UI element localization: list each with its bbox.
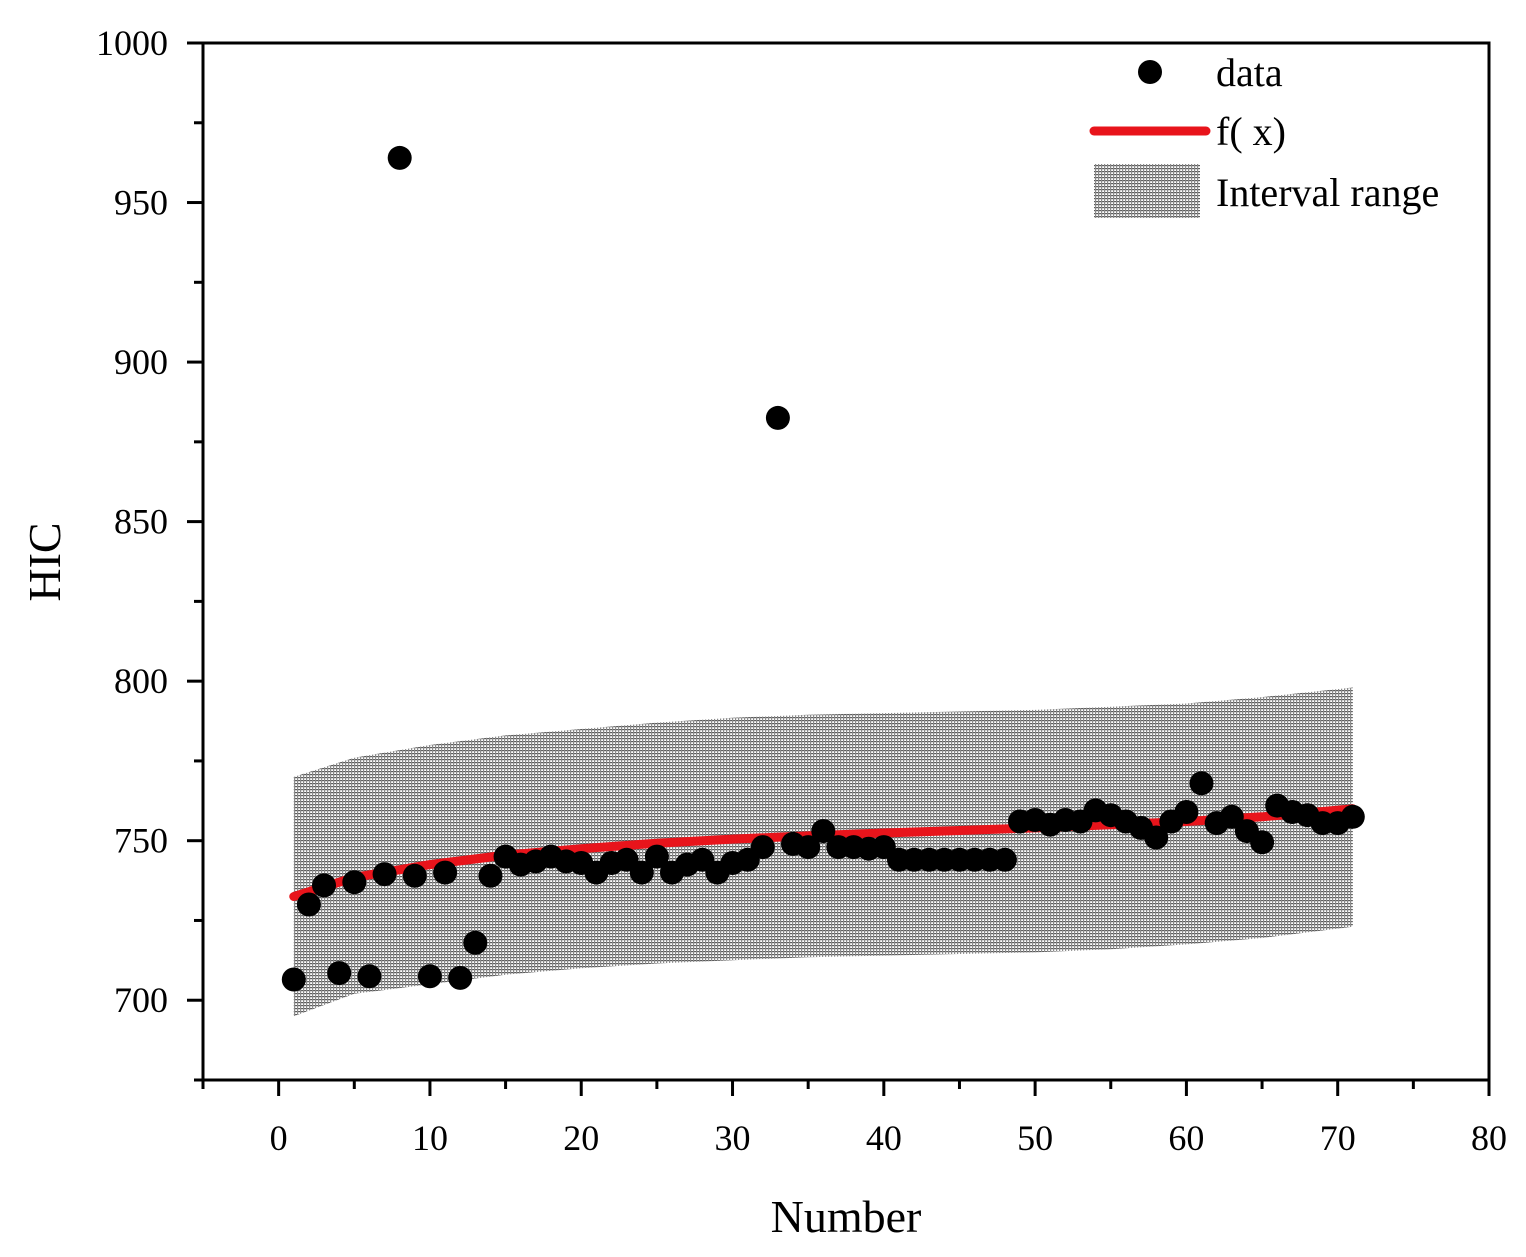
y-tick-label: 1000 bbox=[96, 23, 168, 63]
data-point bbox=[357, 964, 382, 989]
data-point bbox=[387, 145, 412, 170]
data-point bbox=[644, 844, 669, 869]
data-point bbox=[992, 847, 1017, 872]
y-tick-label: 800 bbox=[114, 661, 168, 701]
legend-fit-label: f( x) bbox=[1216, 109, 1286, 154]
y-tick-label: 850 bbox=[114, 502, 168, 542]
data-point bbox=[327, 961, 352, 986]
data-point bbox=[765, 405, 790, 430]
data-point bbox=[463, 930, 488, 955]
data-point bbox=[811, 819, 836, 844]
data-point bbox=[478, 863, 503, 888]
axes-layer: 0 10 20 30 40 50 60 70 80 700 750 800 850 900 950 1000 bbox=[96, 23, 1507, 1158]
data-point bbox=[312, 873, 336, 898]
data-point bbox=[342, 870, 367, 895]
x-tick-label: 50 bbox=[1017, 1118, 1053, 1158]
plot-frame bbox=[201, 41, 1491, 1082]
y-tick-label: 950 bbox=[114, 183, 168, 223]
data-point bbox=[417, 964, 442, 989]
data-point bbox=[296, 892, 321, 917]
x-tick-label: 80 bbox=[1471, 1118, 1507, 1158]
data-point bbox=[750, 835, 775, 860]
x-tick-label: 0 bbox=[270, 1118, 288, 1158]
data-point bbox=[433, 860, 458, 885]
y-tick-label: 750 bbox=[114, 821, 168, 861]
x-tick-label: 60 bbox=[1168, 1118, 1204, 1158]
data-point bbox=[372, 862, 397, 887]
legend: data f( x) Interval range bbox=[1089, 50, 1439, 218]
legend-data-label: data bbox=[1216, 50, 1283, 95]
x-tick-label: 30 bbox=[715, 1118, 751, 1158]
y-tick-label: 700 bbox=[114, 980, 168, 1020]
legend-band-swatch bbox=[1094, 164, 1200, 218]
data-point bbox=[1189, 771, 1214, 796]
data-point bbox=[1340, 804, 1365, 829]
interval-band bbox=[293, 687, 1353, 1017]
data-point bbox=[1250, 830, 1275, 855]
y-tick-label: 900 bbox=[114, 342, 168, 382]
x-tick-label: 10 bbox=[412, 1118, 448, 1158]
x-tick-label: 20 bbox=[563, 1118, 599, 1158]
plot-layer bbox=[281, 145, 1365, 1017]
data-point bbox=[448, 965, 473, 990]
legend-data-marker bbox=[1138, 60, 1162, 84]
x-tick-label: 70 bbox=[1320, 1118, 1356, 1158]
data-point bbox=[1219, 804, 1244, 829]
x-axis-title: Number bbox=[771, 1191, 922, 1242]
data-point bbox=[1144, 825, 1169, 850]
y-axis-title: HIC bbox=[19, 522, 70, 601]
data-point bbox=[629, 860, 654, 885]
data-point bbox=[281, 967, 306, 992]
data-point bbox=[796, 835, 821, 860]
x-tick-label: 40 bbox=[866, 1118, 902, 1158]
data-point bbox=[402, 863, 427, 888]
data-point bbox=[1174, 800, 1199, 824]
legend-band-label: Interval range bbox=[1216, 170, 1439, 215]
